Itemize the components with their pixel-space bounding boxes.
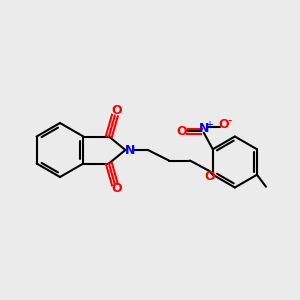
Text: -: - bbox=[228, 114, 232, 127]
Text: O: O bbox=[177, 125, 187, 138]
Text: O: O bbox=[111, 182, 122, 196]
Text: N: N bbox=[199, 122, 209, 135]
Text: O: O bbox=[219, 118, 229, 131]
Text: O: O bbox=[204, 170, 215, 183]
Text: N: N bbox=[125, 143, 135, 157]
Text: +: + bbox=[205, 120, 213, 130]
Text: O: O bbox=[111, 104, 122, 118]
